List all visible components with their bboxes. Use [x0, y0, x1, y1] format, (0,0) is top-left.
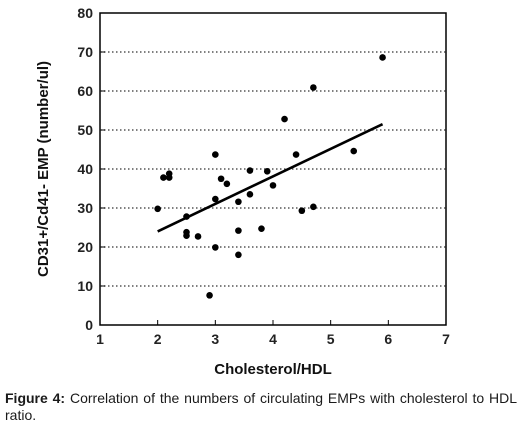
x-tick-label: 6 — [384, 331, 392, 347]
axis-ticks: 0 10 20 30 40 50 60 70 80 1 2 3 4 5 6 7 — [77, 5, 450, 347]
data-point — [235, 198, 242, 206]
data-point — [246, 167, 254, 174]
data-point — [183, 213, 190, 220]
data-point — [246, 191, 254, 198]
figure-label: Figure 4: — [5, 390, 66, 406]
data-point — [350, 147, 358, 155]
y-tick-label: 0 — [85, 317, 93, 333]
x-tick-label: 7 — [442, 331, 450, 347]
y-tick-label: 50 — [77, 122, 93, 138]
x-tick-label: 4 — [269, 331, 277, 347]
data-point — [292, 151, 300, 158]
data-point — [165, 174, 173, 181]
data-point — [212, 195, 219, 203]
y-tick-label: 70 — [77, 44, 93, 60]
data-point — [235, 251, 242, 259]
y-tick-label: 40 — [77, 161, 93, 177]
data-point — [183, 232, 190, 239]
x-tick-label: 2 — [154, 331, 162, 347]
data-point — [217, 175, 225, 183]
grid — [100, 51, 446, 287]
x-tick-label: 3 — [211, 331, 219, 347]
data-point — [263, 168, 271, 175]
data-point — [298, 207, 306, 215]
data-point — [160, 174, 167, 181]
trendline-group — [157, 122, 384, 233]
data-point — [379, 54, 386, 61]
data-points — [154, 54, 386, 299]
data-point — [154, 205, 161, 213]
data-point — [269, 182, 277, 189]
x-tick-label: 5 — [327, 331, 335, 347]
data-point — [212, 151, 219, 158]
scatter-chart: 0 10 20 30 40 50 60 70 80 1 2 3 4 5 6 7 Cholesterol/HDL… — [35, 5, 450, 378]
x-axis-title: Cholesterol/HDL — [214, 361, 332, 378]
data-point — [223, 180, 231, 188]
data-point — [258, 225, 265, 232]
figure-caption-text: Correlation of the numbers of circulatin… — [5, 390, 517, 423]
data-point — [281, 115, 288, 123]
data-point — [310, 84, 317, 91]
data-point — [235, 227, 242, 234]
y-tick-label: 20 — [77, 239, 93, 255]
data-point — [212, 244, 219, 251]
y-tick-label: 60 — [77, 83, 93, 99]
data-point — [206, 292, 213, 299]
data-point — [194, 233, 202, 240]
x-tick-label: 1 — [96, 331, 104, 347]
y-tick-label: 80 — [77, 5, 93, 21]
figure-caption: Figure 4: Correlation of the numbers of … — [5, 390, 517, 424]
data-point — [310, 203, 317, 211]
trendline — [157, 122, 384, 233]
y-tick-label: 10 — [77, 278, 93, 294]
y-axis-title: CD31+/Cd41- EMP (number/ul) — [35, 61, 52, 277]
y-tick-label: 30 — [77, 200, 93, 216]
